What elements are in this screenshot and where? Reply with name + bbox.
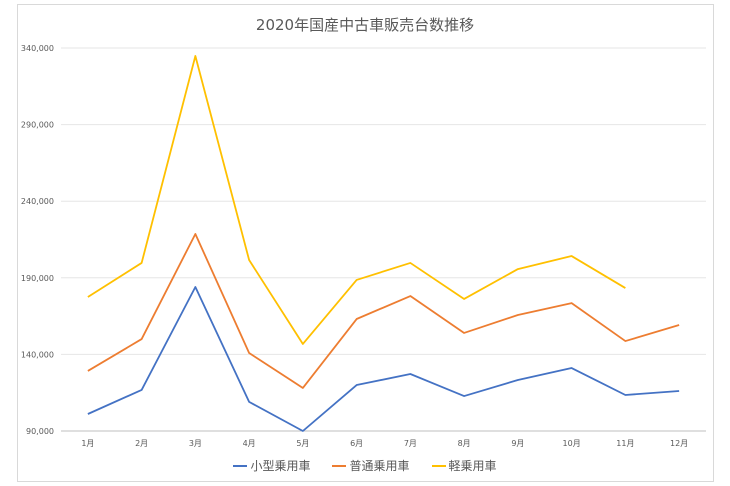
x-tick-label: 7月: [404, 439, 417, 448]
legend-label: 小型乗用車: [250, 459, 311, 473]
chart-title: 2020年国産中古車販売台数推移: [255, 16, 475, 34]
x-tick-label: 6月: [350, 439, 363, 448]
x-tick-label: 10月: [563, 439, 581, 448]
legend-label: 普通乗用車: [349, 459, 410, 473]
x-tick-label: 5月: [296, 439, 309, 448]
y-tick-label: 290,000: [21, 121, 54, 130]
x-tick-label: 11月: [616, 439, 634, 448]
y-tick-label: 190,000: [21, 274, 54, 283]
legend-swatch: [332, 464, 347, 467]
legend-item: 小型乗用車: [233, 457, 310, 474]
legend: 小型乗用車 普通乗用車 軽乗用車: [0, 457, 730, 474]
x-tick-label: 4月: [243, 439, 256, 448]
legend-swatch: [233, 464, 248, 467]
legend-item: 軽乗用車: [431, 457, 497, 474]
x-tick-label: 9月: [511, 439, 524, 448]
y-tick-label: 140,000: [21, 350, 54, 359]
chart-frame: [17, 4, 714, 482]
y-tick-label: 340,000: [21, 44, 54, 53]
x-tick-label: 1月: [81, 439, 94, 448]
series-line-3: [87, 55, 626, 345]
legend-label: 軽乗用車: [448, 459, 497, 473]
y-tick-label: 90,000: [26, 427, 54, 436]
x-tick-label: 2月: [135, 439, 148, 448]
legend-swatch: [431, 464, 446, 467]
x-tick-label: 8月: [458, 439, 471, 448]
legend-item: 普通乗用車: [332, 457, 410, 474]
series-line-2: [87, 233, 680, 389]
series-line-1: [87, 286, 680, 432]
y-tick-label: 240,000: [21, 197, 54, 206]
x-tick-label: 3月: [189, 439, 202, 448]
x-tick-label: 12月: [670, 439, 688, 448]
